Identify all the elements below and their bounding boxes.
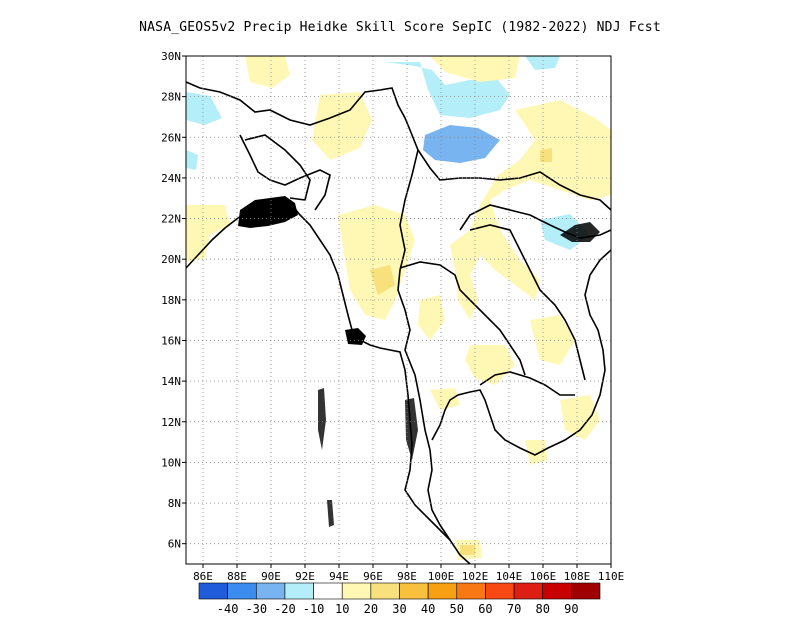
sundarbans xyxy=(238,196,298,228)
andaman-islands-2 xyxy=(327,500,334,527)
laos-vietnam-border xyxy=(469,224,586,381)
coastal-detail xyxy=(238,196,600,527)
colorbar-swatch xyxy=(341,582,372,600)
gold-core-2 xyxy=(540,148,552,162)
colorbar-swatch xyxy=(571,582,601,600)
lat-tick-label: 26N xyxy=(161,131,181,144)
assam-border xyxy=(239,134,331,211)
north-border xyxy=(186,81,611,211)
colorbar-swatch xyxy=(227,582,257,600)
lon-tick-label: 104E xyxy=(496,570,523,583)
colorbar-swatch xyxy=(485,582,515,600)
colorbar-swatch xyxy=(313,582,343,600)
yellow-patch-south3 xyxy=(525,440,548,465)
blue-patch-north xyxy=(385,62,510,118)
colorbar-label: -20 xyxy=(274,602,296,616)
plot-frame xyxy=(185,55,612,565)
colorbar-swatch xyxy=(456,582,486,600)
colorbar-label: 90 xyxy=(564,602,578,616)
yellow-patch-south1 xyxy=(418,295,445,340)
colorbar-label: 70 xyxy=(507,602,521,616)
blue-patch-nw xyxy=(186,92,222,125)
colorbar-swatch xyxy=(198,582,228,600)
colorbar-swatch xyxy=(513,582,544,600)
blue-core xyxy=(423,125,500,163)
peninsula-coast xyxy=(427,449,451,541)
lat-tick-label: 28N xyxy=(161,91,181,104)
lat-tick-label: 6N xyxy=(168,538,181,551)
map-title: NASA_GEOS5v2 Precip Heidke Skill Score S… xyxy=(139,20,661,35)
yellow-patch-south2 xyxy=(465,345,515,385)
irrawaddy-delta xyxy=(345,328,366,345)
colorbar-label: -30 xyxy=(245,602,267,616)
colorbar-label: 60 xyxy=(478,602,492,616)
hainan-coast xyxy=(560,222,600,242)
yellow-patch-top xyxy=(245,56,290,88)
lat-tick-label: 20N xyxy=(161,253,181,266)
colorbar-label: -10 xyxy=(303,602,325,616)
colorbar-label: -40 xyxy=(217,602,239,616)
andaman-islands xyxy=(318,388,326,450)
lon-tick-label: 102E xyxy=(462,570,489,583)
yellow-patch-center xyxy=(338,205,415,320)
lon-tick-label: 96E xyxy=(363,570,383,583)
lon-tick-label: 86E xyxy=(193,570,213,583)
indochina-coast xyxy=(431,249,611,456)
cambodia-border xyxy=(479,371,575,396)
lon-tick-label: 110E xyxy=(598,570,625,583)
lat-tick-label: 12N xyxy=(161,416,181,429)
colorbar-swatch xyxy=(399,582,429,600)
blue-patch-top-right xyxy=(525,56,560,70)
colorbar-swatch xyxy=(370,582,400,600)
yellow-patch-se2 xyxy=(560,395,600,440)
yellow-patch-west xyxy=(186,205,230,262)
colorbar-label: 10 xyxy=(335,602,349,616)
lat-tick-label: 18N xyxy=(161,294,181,307)
lon-tick-labels: 86E 88E 90E 92E 94E 96E 98E 100E 102E 104E 106E 108… xyxy=(193,564,624,583)
lat-tick-label: 10N xyxy=(161,456,181,469)
lon-tick-label: 100E xyxy=(428,570,455,583)
lat-tick-label: 8N xyxy=(168,497,181,510)
lon-tick-label: 92E xyxy=(295,570,315,583)
colorbar xyxy=(198,582,601,600)
lon-tick-label: 88E xyxy=(227,570,247,583)
colorbar-label: 20 xyxy=(364,602,378,616)
lat-tick-labels: 6N 8N 10N 12N 14N 16N 18N 20N 22N 24N 26N 28N 30N xyxy=(161,50,186,551)
yellow-patch-southeast xyxy=(530,315,575,365)
yellow-patch-ne xyxy=(450,100,611,320)
blue-patch-west xyxy=(186,150,198,170)
lon-tick-label: 98E xyxy=(397,570,417,583)
lat-tick-label: 16N xyxy=(161,334,181,347)
skill-contours xyxy=(186,56,611,560)
lon-tick-label: 108E xyxy=(564,570,591,583)
yellow-patch-north xyxy=(312,92,372,160)
colorbar-label: 40 xyxy=(421,602,435,616)
lat-tick-label: 30N xyxy=(161,50,181,63)
colorbar-swatch xyxy=(542,582,572,600)
colorbar-labels: -40 -30 -20 -10 10 20 30 40 50 60 70 80 90 xyxy=(217,602,579,616)
colorbar-label: 80 xyxy=(535,602,549,616)
lat-tick-label: 24N xyxy=(161,172,181,185)
lon-tick-label: 90E xyxy=(261,570,281,583)
mergui-archipelago xyxy=(405,398,418,460)
colorbar-swatch xyxy=(284,582,314,600)
lon-tick-label: 106E xyxy=(530,570,557,583)
gold-core-3 xyxy=(460,545,475,555)
grid-lines xyxy=(186,55,612,564)
colorbar-label: 30 xyxy=(392,602,406,616)
colorbar-swatch xyxy=(255,582,286,600)
lon-tick-label: 94E xyxy=(329,570,349,583)
lat-tick-label: 14N xyxy=(161,375,181,388)
lat-tick-label: 22N xyxy=(161,213,181,226)
colorbar-swatch xyxy=(427,582,458,600)
gold-core-1 xyxy=(370,265,395,295)
myanmar-east-border xyxy=(397,149,431,451)
colorbar-label: 50 xyxy=(450,602,464,616)
yellow-patch-gulf xyxy=(430,388,460,410)
bangladesh-border xyxy=(244,134,311,201)
